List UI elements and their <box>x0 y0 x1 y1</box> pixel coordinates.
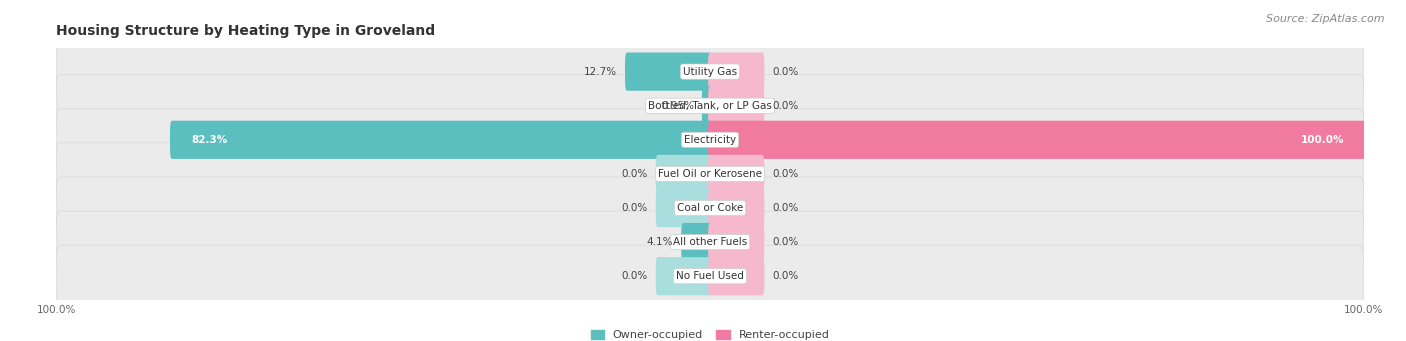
FancyBboxPatch shape <box>709 189 765 227</box>
Text: 4.1%: 4.1% <box>647 237 673 247</box>
Text: 0.95%: 0.95% <box>661 101 695 111</box>
Text: 0.0%: 0.0% <box>772 237 799 247</box>
Text: Coal or Coke: Coal or Coke <box>676 203 744 213</box>
FancyBboxPatch shape <box>626 53 711 91</box>
FancyBboxPatch shape <box>709 87 765 125</box>
FancyBboxPatch shape <box>709 223 765 261</box>
Text: 0.0%: 0.0% <box>772 66 799 77</box>
Text: 12.7%: 12.7% <box>583 66 617 77</box>
FancyBboxPatch shape <box>56 75 1364 137</box>
FancyBboxPatch shape <box>709 53 765 91</box>
Text: 100.0%: 100.0% <box>1301 135 1344 145</box>
Text: All other Fuels: All other Fuels <box>673 237 747 247</box>
Text: Electricity: Electricity <box>683 135 737 145</box>
FancyBboxPatch shape <box>702 87 711 125</box>
FancyBboxPatch shape <box>56 245 1364 307</box>
FancyBboxPatch shape <box>709 257 765 295</box>
Text: 0.0%: 0.0% <box>772 169 799 179</box>
Text: Utility Gas: Utility Gas <box>683 66 737 77</box>
FancyBboxPatch shape <box>56 41 1364 103</box>
Text: 0.0%: 0.0% <box>772 101 799 111</box>
FancyBboxPatch shape <box>56 109 1364 171</box>
FancyBboxPatch shape <box>655 189 711 227</box>
Text: 0.0%: 0.0% <box>772 203 799 213</box>
FancyBboxPatch shape <box>170 121 711 159</box>
Text: Housing Structure by Heating Type in Groveland: Housing Structure by Heating Type in Gro… <box>56 24 436 38</box>
Text: No Fuel Used: No Fuel Used <box>676 271 744 281</box>
Text: Fuel Oil or Kerosene: Fuel Oil or Kerosene <box>658 169 762 179</box>
Text: 0.0%: 0.0% <box>621 169 648 179</box>
Text: 82.3%: 82.3% <box>191 135 228 145</box>
FancyBboxPatch shape <box>655 155 711 193</box>
FancyBboxPatch shape <box>709 121 1365 159</box>
FancyBboxPatch shape <box>709 155 765 193</box>
FancyBboxPatch shape <box>56 211 1364 273</box>
FancyBboxPatch shape <box>56 143 1364 205</box>
Text: Source: ZipAtlas.com: Source: ZipAtlas.com <box>1267 14 1385 24</box>
FancyBboxPatch shape <box>56 177 1364 239</box>
Legend: Owner-occupied, Renter-occupied: Owner-occupied, Renter-occupied <box>591 329 830 340</box>
FancyBboxPatch shape <box>655 257 711 295</box>
Text: 0.0%: 0.0% <box>621 203 648 213</box>
FancyBboxPatch shape <box>682 223 711 261</box>
Text: 0.0%: 0.0% <box>621 271 648 281</box>
Text: 0.0%: 0.0% <box>772 271 799 281</box>
Text: Bottled, Tank, or LP Gas: Bottled, Tank, or LP Gas <box>648 101 772 111</box>
